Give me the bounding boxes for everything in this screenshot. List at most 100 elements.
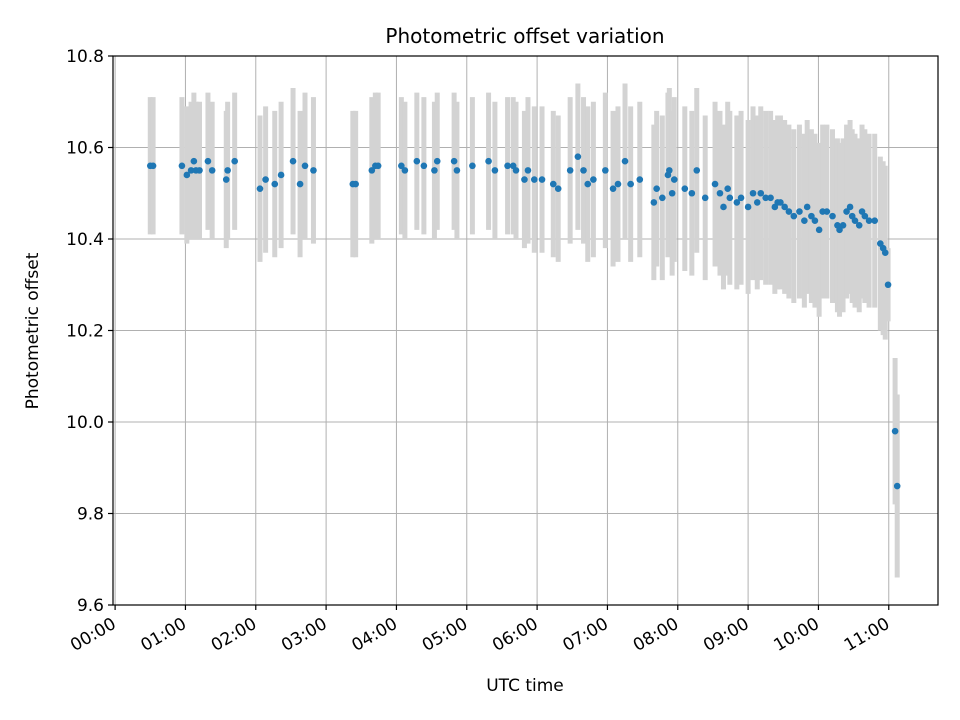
data-point — [811, 217, 819, 224]
data-point — [584, 180, 592, 188]
data-point — [196, 167, 203, 174]
y-axis-ticks: 9.6 9.8 10.0 10.2 10.4 10.6 10.8 — [66, 47, 113, 616]
data-point — [554, 185, 562, 192]
data-point — [549, 180, 557, 188]
data-point — [271, 180, 279, 188]
data-point — [431, 167, 438, 174]
data-point — [450, 157, 458, 165]
data-point — [846, 203, 854, 211]
data-point — [398, 162, 405, 170]
data-point — [521, 176, 528, 183]
y-tick-label: 9.8 — [77, 505, 104, 525]
data-point — [453, 167, 461, 174]
data-point — [262, 176, 269, 183]
data-point — [530, 176, 538, 183]
data-point — [815, 226, 823, 234]
data-point — [720, 203, 727, 211]
data-point — [401, 167, 409, 174]
data-point — [524, 167, 532, 174]
data-point — [711, 180, 719, 188]
data-point — [666, 167, 673, 174]
data-point — [829, 212, 836, 220]
data-point — [855, 221, 863, 229]
data-point — [621, 157, 629, 165]
data-point — [538, 176, 546, 183]
data-point — [668, 189, 676, 197]
data-point — [374, 162, 382, 170]
data-point — [762, 194, 769, 202]
data-point — [420, 162, 428, 170]
data-point — [670, 176, 678, 183]
data-point — [785, 208, 793, 215]
data-point — [808, 212, 815, 220]
data-point — [861, 212, 869, 220]
y-tick-label: 9.6 — [77, 596, 104, 616]
data-point — [574, 153, 582, 160]
data-point — [693, 167, 701, 174]
data-point — [277, 171, 285, 179]
y-axis-label: Photometric offset — [23, 252, 43, 409]
data-point — [801, 217, 808, 224]
data-point — [716, 189, 724, 197]
data-point — [737, 194, 745, 202]
data-point — [701, 194, 709, 202]
y-tick-label: 10.0 — [66, 413, 104, 433]
data-point — [469, 162, 476, 170]
data-point — [796, 208, 803, 215]
data-point — [636, 176, 644, 183]
data-point — [566, 167, 574, 174]
data-point — [839, 221, 847, 229]
data-point — [512, 167, 520, 174]
data-point — [296, 180, 304, 188]
data-point — [836, 226, 843, 234]
data-point — [222, 176, 230, 183]
data-point — [590, 176, 597, 183]
data-point — [726, 194, 734, 202]
data-point — [204, 157, 212, 165]
data-point — [777, 199, 784, 206]
data-point — [658, 194, 666, 202]
data-point — [178, 162, 186, 170]
data-point — [871, 217, 879, 224]
data-point — [609, 185, 617, 192]
data-point — [187, 167, 195, 174]
data-point — [851, 217, 859, 224]
data-point — [256, 185, 264, 192]
data-point — [627, 180, 634, 188]
data-point — [891, 427, 899, 435]
data-point — [614, 180, 622, 188]
x-axis-label: UTC time — [486, 676, 564, 696]
data-point — [865, 217, 873, 224]
data-point — [491, 167, 499, 174]
data-point — [884, 281, 892, 289]
data-point — [190, 157, 198, 165]
data-point — [504, 162, 511, 170]
data-point — [823, 208, 831, 215]
data-point — [368, 167, 376, 174]
data-point — [183, 171, 191, 179]
data-point — [749, 189, 757, 197]
data-points — [146, 153, 901, 490]
data-point — [881, 249, 889, 257]
data-point — [724, 185, 732, 192]
y-tick-label: 10.6 — [66, 139, 104, 159]
data-point — [208, 167, 216, 174]
data-point — [231, 157, 238, 165]
data-point — [803, 203, 811, 211]
y-tick-label: 10.8 — [66, 47, 104, 67]
data-point — [893, 482, 901, 490]
data-point — [149, 162, 157, 170]
chart-title: Photometric offset variation — [385, 24, 664, 48]
data-point — [650, 199, 658, 206]
data-point — [224, 167, 231, 174]
data-point — [433, 157, 441, 165]
data-point — [352, 180, 359, 188]
data-point — [580, 167, 587, 174]
data-point — [757, 189, 765, 197]
data-point — [790, 212, 798, 220]
y-tick-label: 10.2 — [66, 322, 104, 342]
data-point — [753, 199, 761, 206]
data-point — [301, 162, 309, 170]
data-point — [310, 167, 317, 174]
